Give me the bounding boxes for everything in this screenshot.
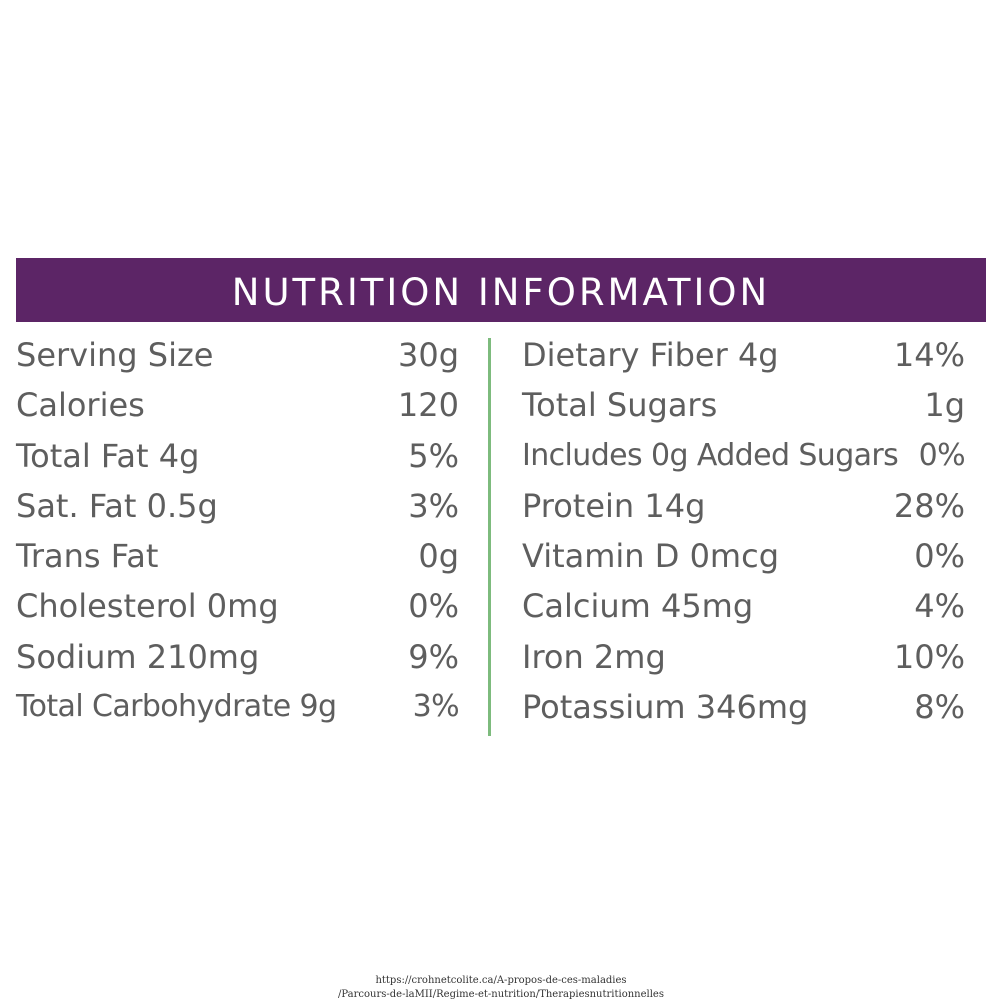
nutrition-row-sat-fat: Sat. Fat 0.5g 3% xyxy=(16,482,459,532)
nutrition-row-sodium: Sodium 210mg 9% xyxy=(16,633,459,683)
nutrient-label: Cholesterol 0mg xyxy=(16,587,279,626)
nutrient-value: 120 xyxy=(397,386,459,425)
nutrient-value: 9% xyxy=(408,637,459,676)
source-url-line-2: /Parcours-de-laMII/Regime-et-nutrition/T… xyxy=(338,989,664,1000)
nutrient-value: 3% xyxy=(412,689,460,725)
nutrient-value: 30g xyxy=(397,336,459,374)
nutrient-value: 1g xyxy=(924,386,965,425)
nutrition-row-total-sugars: Total Sugars 1g xyxy=(522,381,965,431)
nutrient-label: Potassium 346mg xyxy=(522,688,809,727)
nutrient-label: Sodium 210mg xyxy=(16,637,260,676)
nutrient-value: 0% xyxy=(918,437,966,473)
nutrient-label: Trans Fat xyxy=(16,537,159,576)
nutrition-left-column: Serving Size 30g Calories 120 Total Fat … xyxy=(16,331,460,733)
nutrient-value: 0g xyxy=(418,537,459,576)
nutrient-label: Total Fat 4g xyxy=(16,436,200,475)
nutrient-value: 5% xyxy=(408,436,459,475)
nutrition-row-calcium: Calcium 45mg 4% xyxy=(522,582,965,632)
nutrient-label: Sat. Fat 0.5g xyxy=(16,486,218,525)
nutrient-label: Calcium 45mg xyxy=(522,587,754,626)
nutrition-row-trans-fat: Trans Fat 0g xyxy=(16,532,459,582)
nutrient-value: 14% xyxy=(893,336,965,374)
nutrient-value: 28% xyxy=(893,486,965,525)
nutrition-row-serving-size: Serving Size 30g xyxy=(16,331,459,381)
nutrient-label: Calories xyxy=(16,386,145,425)
nutrition-row-dietary-fiber: Dietary Fiber 4g 14% xyxy=(522,331,965,381)
nutrition-row-calories: Calories 120 xyxy=(16,381,459,431)
nutrient-label: Total Carbohydrate 9g xyxy=(16,689,337,725)
nutrient-label: Protein 14g xyxy=(522,486,706,525)
nutrient-value: 0% xyxy=(914,537,965,576)
nutrient-label: Iron 2mg xyxy=(522,637,666,676)
nutrient-label: Includes 0g Added Sugars xyxy=(522,437,899,473)
nutrient-value: 10% xyxy=(893,637,965,676)
column-divider xyxy=(488,338,491,736)
nutrient-label: Serving Size xyxy=(16,336,214,374)
nutrient-label: Dietary Fiber 4g xyxy=(522,336,779,374)
nutrition-row-total-fat: Total Fat 4g 5% xyxy=(16,432,459,482)
nutrient-label: Total Sugars xyxy=(522,386,718,425)
source-url-line-1: https://crohnetcolite.ca/A-propos-de-ces… xyxy=(375,975,627,986)
nutrition-row-cholesterol: Cholesterol 0mg 0% xyxy=(16,582,459,632)
nutrition-title: NUTRITION INFORMATION xyxy=(231,270,771,314)
nutrition-row-vitamin-d: Vitamin D 0mcg 0% xyxy=(522,532,965,582)
nutrient-value: 4% xyxy=(914,587,965,626)
nutrient-value: 0% xyxy=(408,587,459,626)
nutrition-row-protein: Protein 14g 28% xyxy=(522,482,965,532)
nutrition-row-potassium: Potassium 346mg 8% xyxy=(522,683,965,733)
nutrition-row-added-sugars: Includes 0g Added Sugars 0% xyxy=(522,432,966,482)
nutrient-value: 3% xyxy=(408,486,459,525)
nutrient-label: Vitamin D 0mcg xyxy=(522,537,779,576)
nutrition-right-column: Dietary Fiber 4g 14% Total Sugars 1g Inc… xyxy=(522,331,966,733)
nutrient-value: 8% xyxy=(914,688,965,727)
nutrition-row-total-carbohydrate: Total Carbohydrate 9g 3% xyxy=(16,683,460,733)
nutrition-header-banner: NUTRITION INFORMATION xyxy=(16,258,986,322)
nutrition-row-iron: Iron 2mg 10% xyxy=(522,633,965,683)
